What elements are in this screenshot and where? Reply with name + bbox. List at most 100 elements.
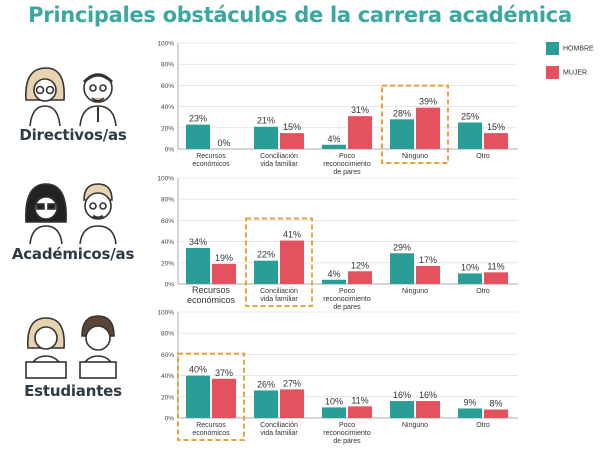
chart-2-ytick-label: 60% [161,352,174,359]
chart-1-data-label-hombre: 34% [189,237,207,247]
chart-2-data-label-mujer: 37% [215,368,233,378]
chart-2-bar-hombre [254,390,278,418]
chart-1-data-label-hombre: 10% [461,262,479,272]
chart-1-bar-mujer [280,240,304,284]
legend-item-hombre: HOMBRE [546,42,594,55]
chart-1-bar-mujer [212,263,236,284]
chart-2-category-label: económicos [192,430,230,437]
chart-0-bar-mujer [416,107,440,149]
legend-swatch-mujer [546,66,559,79]
chart-0-bar-hombre [458,122,482,149]
chart-1-data-label-hombre: 29% [393,242,411,252]
chart-2-bar-hombre [390,401,414,418]
chart-2-bar-mujer [416,401,440,418]
chart-2-bar-mujer [280,389,304,418]
chart-1-category-label: Recursos [192,285,231,295]
chart-0-ytick-label: 20% [161,125,174,132]
chart-1-ytick-label: 80% [161,197,174,204]
chart-0-category-label: Poco [339,153,355,160]
chart-2-category-label: Otro [476,422,490,429]
chart-0-data-label-mujer: 39% [419,97,437,107]
chart-2-bar-mujer [212,378,236,418]
chart-2-category-label: de pares [333,438,361,445]
chart-1-highlight-box [245,217,313,307]
chart-0-data-label-hombre: 4% [327,134,340,144]
chart-2-bar-hombre [458,408,482,418]
chart-1-bar-mujer [484,272,508,284]
chart-1-ytick-label: 40% [161,239,174,246]
chart-1-category-label: reconocimiento [323,296,371,303]
chart-2-data-label-hombre: 9% [463,397,476,407]
chart-1-ytick-label: 20% [161,260,174,267]
chart-1-data-label-mujer: 12% [351,260,369,270]
legend-label-hombre: HOMBRE [563,45,594,53]
estudiantes-illustration [25,315,117,379]
chart-0-data-label-hombre: 28% [393,108,411,118]
chart-2-data-label-hombre: 40% [189,365,207,375]
chart-0-category-label: reconocimiento [323,161,371,168]
chart-0-bar-mujer [348,116,372,149]
chart-0-bar-mujer [280,133,304,149]
directivos-illustration [25,67,117,127]
chart-0-bar-hombre [254,126,278,149]
woman-director-icon [25,67,65,127]
chart-1-category-label: Poco [339,288,355,295]
chart-0-ytick-label: 100% [157,41,174,48]
man-academic-icon [79,183,117,245]
chart-2-category-label: Conciliación [260,422,298,429]
legend-item-mujer: MUJER [546,66,587,79]
chart-2-category-label: reconocimiento [323,430,371,437]
legend-swatch-hombre [546,42,559,55]
chart-0-ytick-label: 80% [161,62,174,69]
chart-2-bar-mujer [484,409,508,418]
group-label-directivos: Directivos/as [19,126,127,144]
chart-1-data-label-mujer: 41% [283,230,301,240]
chart-2-category-label: Poco [339,422,355,429]
chart-2-bar-hombre [322,407,346,418]
chart-1-data-label-hombre: 4% [327,269,340,279]
chart-1-data-label-mujer: 19% [215,253,233,263]
chart-1-category-label: Ninguno [402,288,428,295]
chart-2-bar-mujer [348,406,372,418]
chart-0-ytick-label: 40% [161,104,174,111]
chart-0-data-label-mujer: 31% [351,105,369,115]
chart-0-category-label: de pares [333,169,361,176]
chart-2-data-label-mujer: 16% [419,390,437,400]
chart-0-data-label-hombre: 23% [189,114,207,124]
chart-2-highlight-box [177,352,245,442]
boy-student-icon [79,315,117,379]
chart-2-ytick-label: 40% [161,373,174,380]
chart-2-ytick-label: 20% [161,394,174,401]
chart-2-ytick-label: 100% [157,310,174,317]
chart-0-category-label: vida familiar [260,161,298,168]
chart-0-bar-mujer [484,133,508,149]
legend-label-mujer: MUJER [563,69,588,77]
chart-1-ytick-label: 100% [157,176,174,183]
chart-0-highlight-box [381,84,449,164]
chart-1-data-label-hombre: 22% [257,250,275,260]
chart-2-data-label-hombre: 26% [257,379,275,389]
chart-0-category-label: Recursos [196,153,226,160]
chart-2-data-label-hombre: 16% [393,390,411,400]
chart-1-bar-hombre [322,279,346,284]
chart-0-bar-hombre [390,119,414,149]
chart-1-ytick-label: 0% [165,282,175,289]
chart-2-category-label: Ninguno [402,422,428,429]
man-director-icon [79,73,117,127]
chart-1-data-label-mujer: 17% [419,255,437,265]
chart-1-bar-hombre [458,273,482,284]
chart-0-bar-hombre [186,124,210,149]
chart-1-category-label: económicos [187,295,236,305]
chart-0-data-label-mujer: 15% [283,122,301,132]
chart-0-category-label: Otro [476,153,490,160]
chart-1-bar-hombre [186,247,210,284]
woman-academic-icon [25,183,67,245]
chart-0-ytick-label: 60% [161,83,174,90]
chart-0-data-label-hombre: 25% [461,112,479,122]
chart-2-data-label-mujer: 8% [489,399,502,409]
group-label-academicos: Académicos/as [11,245,135,263]
chart-0-category-label: económicos [192,161,230,168]
chart-2-ytick-label: 80% [161,331,174,338]
chart-0-data-label-mujer: 15% [487,122,505,132]
